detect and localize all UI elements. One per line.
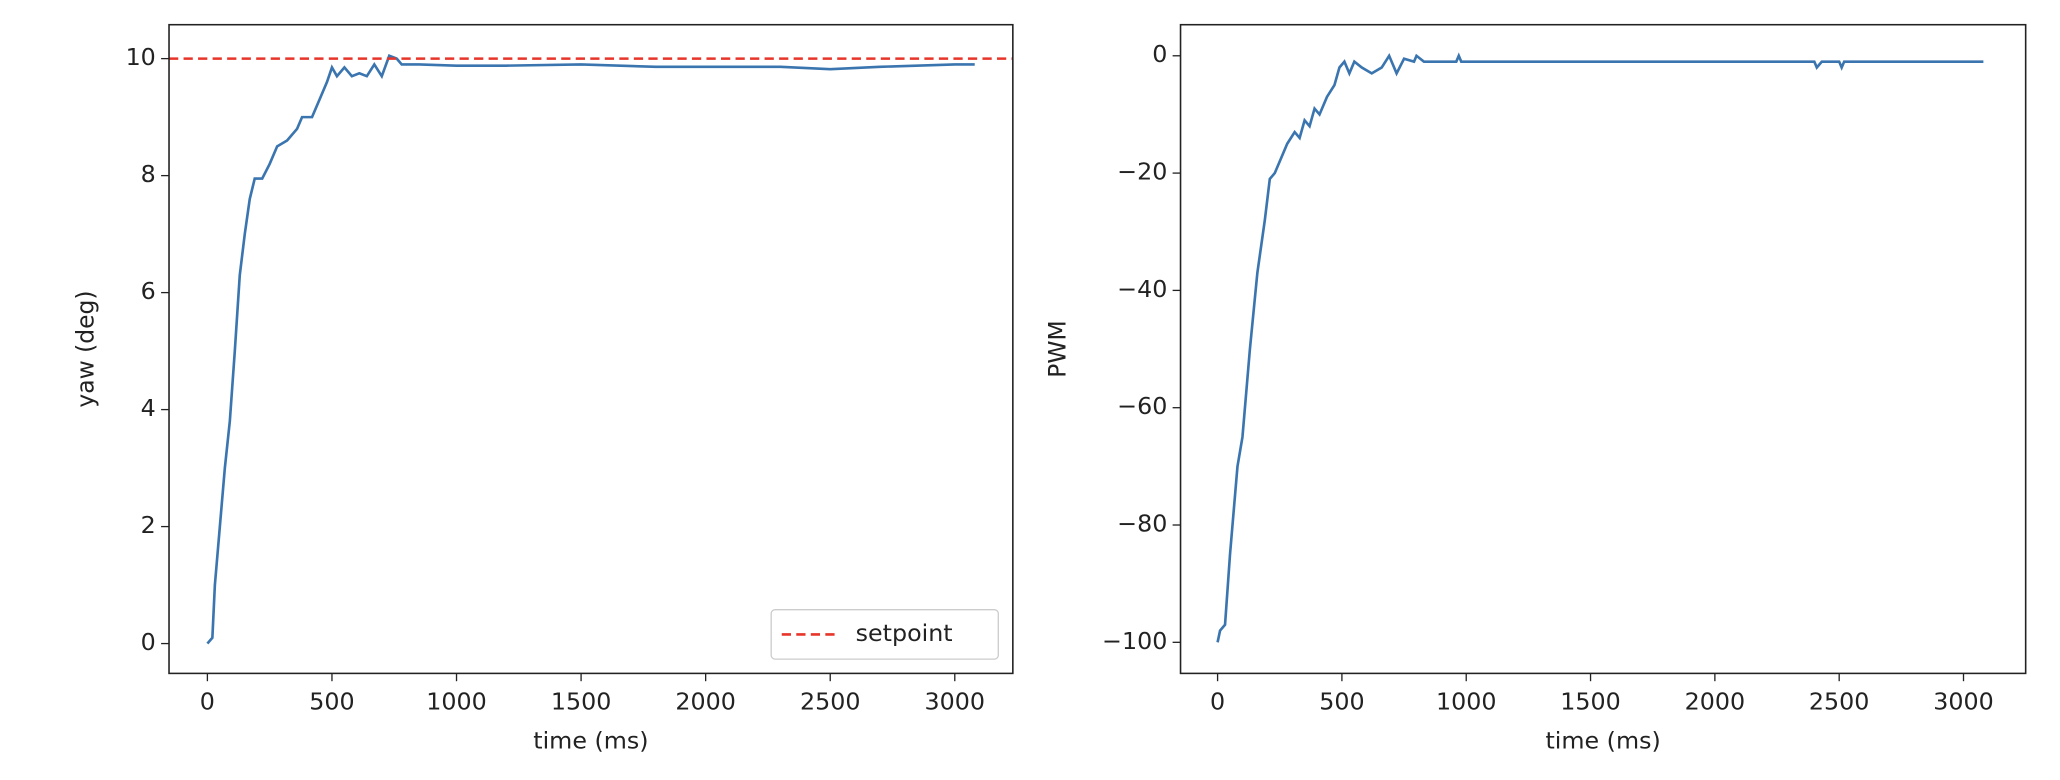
data-line [206, 53, 975, 645]
x-tick-label: 3000 [925, 688, 985, 716]
axes-frame [168, 23, 1014, 675]
y-tick-label: −80 [1117, 510, 1167, 538]
legend [770, 609, 999, 660]
y-tick-label: −20 [1117, 158, 1167, 186]
y-tick-label: −40 [1117, 275, 1167, 303]
y-axis-label: yaw (deg) [72, 290, 100, 407]
x-tick-label: 500 [1319, 688, 1364, 716]
axes-frame [1179, 23, 2027, 675]
x-tick-label: 500 [309, 688, 354, 716]
x-tick-label: 2000 [1685, 688, 1745, 716]
x-tick-label: 2000 [675, 688, 735, 716]
x-tick-label: 0 [200, 688, 215, 716]
x-tick-label: 2500 [1809, 688, 1869, 716]
y-tick-label: 0 [141, 628, 156, 656]
y-tick-label: −60 [1117, 392, 1167, 420]
x-tick-label: 2500 [800, 688, 860, 716]
y-tick-label: 4 [141, 394, 156, 422]
y-tick-label: 10 [126, 43, 156, 71]
x-axis-label: time (ms) [533, 727, 648, 755]
y-tick-label: −100 [1102, 627, 1167, 655]
y-tick-label: 6 [141, 277, 156, 305]
x-tick-label: 1500 [551, 688, 611, 716]
x-tick-label: 3000 [1933, 688, 1993, 716]
y-tick-label: 8 [141, 160, 156, 188]
x-axis-label: time (ms) [1545, 727, 1660, 755]
y-axis-label: PWM [1043, 320, 1071, 377]
legend-label: setpoint [856, 619, 953, 647]
x-tick-label: 0 [1210, 688, 1225, 716]
data-line [1216, 52, 1984, 643]
y-tick-label: 2 [141, 511, 156, 539]
y-tick-label: 0 [1152, 40, 1167, 68]
x-tick-label: 1000 [1436, 688, 1496, 716]
x-tick-label: 1500 [1560, 688, 1620, 716]
x-tick-label: 1000 [426, 688, 486, 716]
